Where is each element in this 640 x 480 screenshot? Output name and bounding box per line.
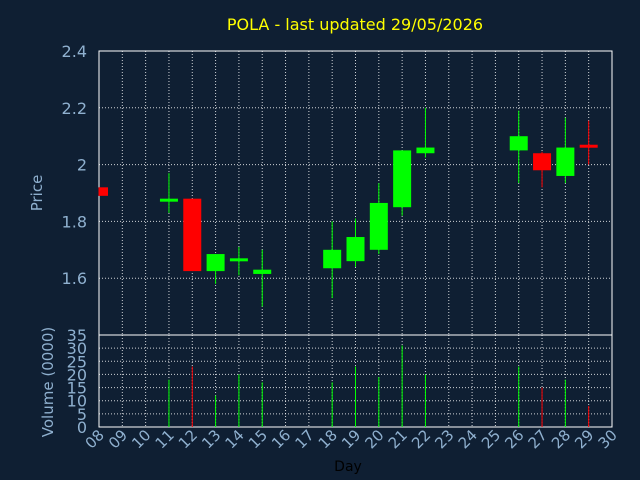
price-tick-labels: 1.6 1.8 2 2.2 2.4 [62,42,87,288]
price-tick-label: 2.2 [62,99,87,118]
candle [369,183,388,255]
candle [579,120,598,165]
candle-body [323,249,342,269]
candle-body [369,202,388,250]
candle [183,198,202,272]
volume-tick-label: 0 [77,418,87,437]
price-tick-label: 1.8 [62,212,87,231]
candle-body [206,254,225,272]
price-tick-label: 1.6 [62,269,87,288]
candle [98,187,108,196]
candles [98,107,598,307]
price-tick-label: 2.4 [62,42,87,61]
candle-body [346,237,365,262]
candle [556,117,575,184]
candle [533,151,552,188]
candle [159,173,178,213]
candle-body [416,147,435,154]
candle [416,107,435,158]
candle-body [183,198,202,272]
volume-tick-label: 30 [67,339,87,358]
volume-grid [99,335,612,427]
chart-title: POLA - last updated 29/05/2026 [227,15,483,34]
volume-tick-label: 10 [67,392,87,411]
candle [229,246,248,276]
candle [509,110,528,184]
candle [323,221,342,299]
volume-tick-label: 20 [67,365,87,384]
candle [206,254,225,284]
candle-body [159,198,178,202]
volume-tick-label: 35 [67,326,87,345]
candle [346,218,365,267]
x-axis-label: Day [334,459,362,475]
candle-body [393,150,412,208]
candle-body [229,258,248,262]
volume-bars [168,345,590,427]
price-axis-label: Price [28,175,46,212]
x-tick-labels: 0809101112131415161718192021222324252627… [82,426,621,452]
candle-body [253,269,272,274]
candle-body [556,147,575,176]
candle [393,150,412,216]
volume-tick-label: 5 [77,405,87,424]
volume-axis-label: Volume (0000) [39,327,57,437]
volume-tick-label: 15 [67,379,87,398]
price-tick-label: 2 [77,156,87,175]
candle-body [99,187,108,196]
volume-tick-label: 25 [67,352,87,371]
candle [253,249,272,307]
candle-body [533,153,552,171]
candle-body [579,144,598,148]
candle-body [509,136,528,151]
